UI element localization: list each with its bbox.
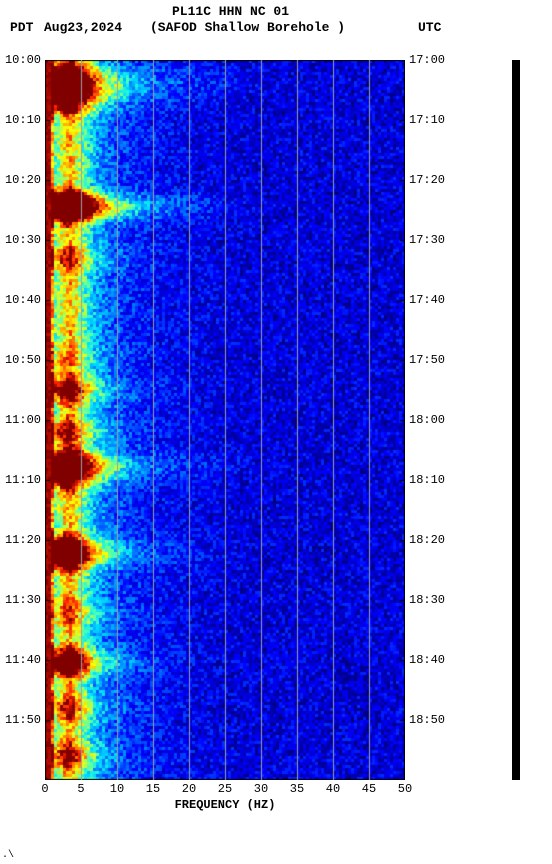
site-label: (SAFOD Shallow Borehole ) (150, 20, 345, 35)
tz-right-label: UTC (418, 20, 441, 35)
xtick: 40 (326, 782, 340, 796)
xtick: 35 (290, 782, 304, 796)
ytick-left: 10:20 (5, 173, 41, 187)
ytick-left: 11:30 (5, 593, 41, 607)
xtick: 25 (218, 782, 232, 796)
ytick-left: 11:40 (5, 653, 41, 667)
ytick-left: 11:50 (5, 713, 41, 727)
date-label: Aug23,2024 (44, 20, 122, 35)
xtick: 20 (182, 782, 196, 796)
xtick: 50 (398, 782, 412, 796)
xtick: 15 (146, 782, 160, 796)
ytick-right: 18:30 (409, 593, 445, 607)
ytick-right: 17:30 (409, 233, 445, 247)
xtick: 45 (362, 782, 376, 796)
ytick-right: 18:50 (409, 713, 445, 727)
ytick-right: 18:10 (409, 473, 445, 487)
ytick-left: 10:10 (5, 113, 41, 127)
spectrogram-canvas (45, 60, 405, 780)
ytick-left: 10:40 (5, 293, 41, 307)
tz-left-label: PDT (10, 20, 33, 35)
ytick-left: 10:50 (5, 353, 41, 367)
ytick-left: 10:30 (5, 233, 41, 247)
ytick-right: 17:10 (409, 113, 445, 127)
footnote: .\ (2, 850, 14, 861)
ytick-right: 18:20 (409, 533, 445, 547)
ytick-right: 17:20 (409, 173, 445, 187)
ytick-right: 18:00 (409, 413, 445, 427)
xtick: 0 (41, 782, 48, 796)
xtick: 30 (254, 782, 268, 796)
ytick-left: 11:00 (5, 413, 41, 427)
ytick-right: 17:00 (409, 53, 445, 67)
spectrogram-plot: 10:0010:1010:2010:3010:4010:5011:0011:10… (45, 60, 405, 780)
colorbar (512, 60, 520, 780)
title-station: PL11C HHN NC 01 (172, 4, 289, 19)
ytick-left: 10:00 (5, 53, 41, 67)
ytick-right: 17:50 (409, 353, 445, 367)
figure-root: PL11C HHN NC 01 PDT Aug23,2024 (SAFOD Sh… (0, 0, 552, 864)
ytick-left: 11:10 (5, 473, 41, 487)
ytick-left: 11:20 (5, 533, 41, 547)
xtick: 10 (110, 782, 124, 796)
ytick-right: 18:40 (409, 653, 445, 667)
xtick: 5 (77, 782, 84, 796)
x-axis-title: FREQUENCY (HZ) (175, 798, 276, 812)
ytick-right: 17:40 (409, 293, 445, 307)
